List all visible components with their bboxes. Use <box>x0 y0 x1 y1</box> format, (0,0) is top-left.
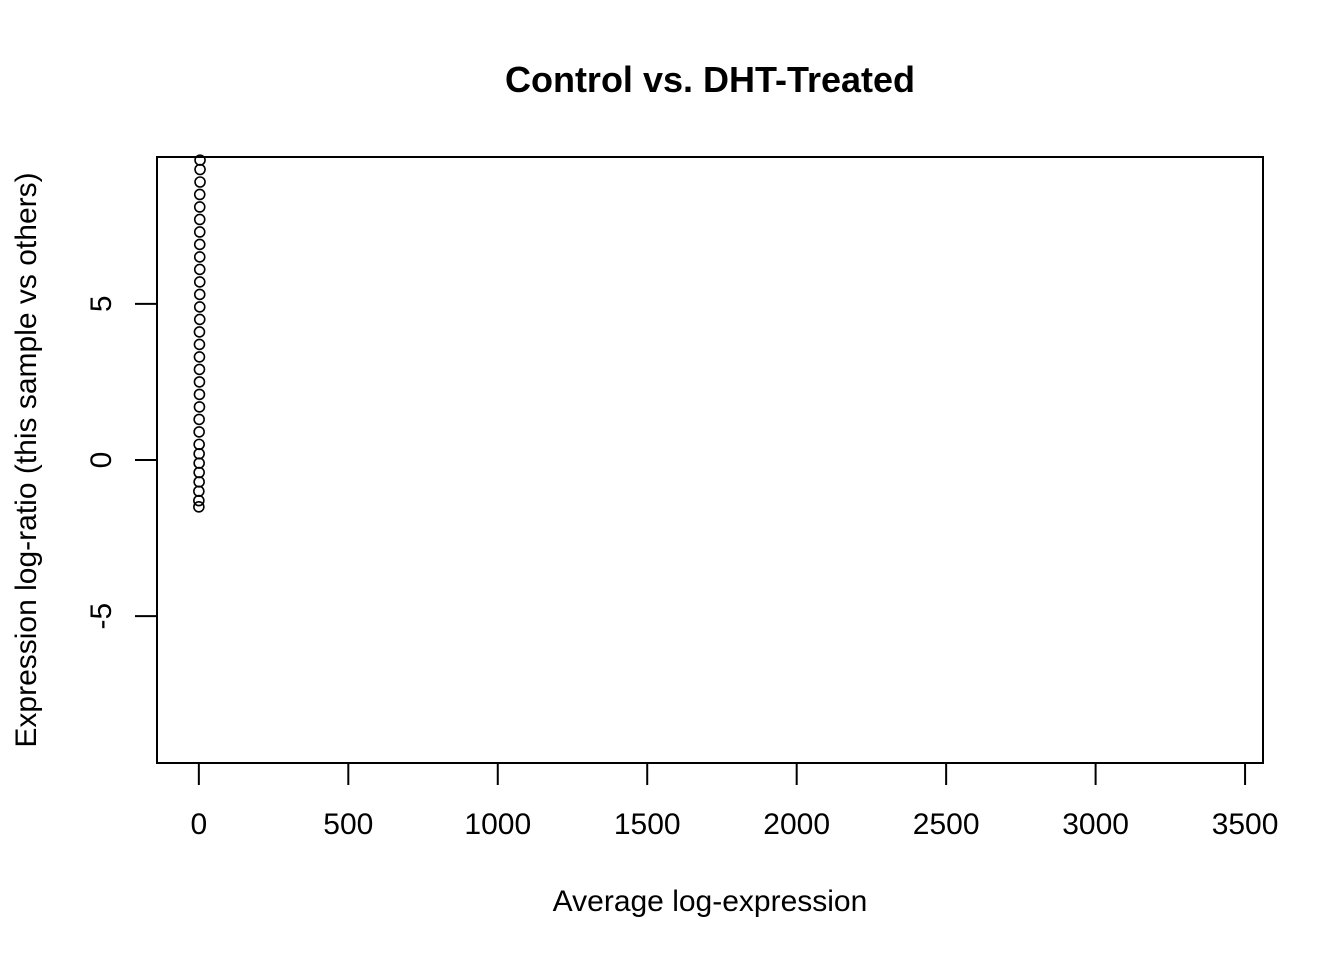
x-tick-label: 2000 <box>763 808 830 841</box>
plot-frame <box>156 156 1264 764</box>
data-point <box>193 276 206 288</box>
x-tick-label: 3500 <box>1212 808 1279 841</box>
x-tick-label: 3000 <box>1062 808 1129 841</box>
x-tick-label: 1000 <box>464 808 531 841</box>
data-point <box>193 251 206 263</box>
data-point <box>193 501 205 513</box>
data-point <box>193 351 206 363</box>
data-point <box>193 485 205 498</box>
x-tick-label: 0 <box>191 808 208 841</box>
data-point <box>193 401 206 413</box>
y-tick-label: -5 <box>85 603 118 630</box>
data-point <box>193 326 206 338</box>
data-point <box>193 376 206 388</box>
data-point <box>193 494 205 507</box>
data-point <box>193 288 206 301</box>
y-tick-label: 0 <box>85 452 118 469</box>
data-point <box>194 176 206 188</box>
y-axis: -5 0 5 <box>85 295 158 630</box>
data-point <box>193 447 205 460</box>
data-point <box>193 313 206 326</box>
data-point <box>193 338 206 351</box>
y-tick-label: 5 <box>85 295 118 312</box>
data-point <box>193 263 206 276</box>
data-point <box>193 466 205 479</box>
data-point <box>193 226 206 238</box>
chart-title: Control vs. DHT-Treated <box>505 59 915 100</box>
data-point <box>193 413 205 426</box>
x-axis-label: Average log-expression <box>553 885 868 918</box>
data-point <box>193 388 206 401</box>
x-tick-label: 2500 <box>913 808 980 841</box>
x-tick-label: 500 <box>323 808 373 841</box>
data-point <box>193 363 206 376</box>
data-point <box>193 301 206 313</box>
data-point <box>193 457 205 469</box>
data-point <box>194 154 206 166</box>
x-tick-label: 1500 <box>614 808 681 841</box>
data-point <box>193 476 205 488</box>
data-point <box>193 438 205 451</box>
data-point <box>193 426 205 438</box>
data-point <box>193 238 206 251</box>
data-point <box>194 163 206 176</box>
y-axis-label: Expression log-ratio (this sample vs oth… <box>10 172 43 747</box>
data-points <box>193 154 206 513</box>
x-axis: 0 500 1000 1500 2000 2500 3000 3500 <box>191 762 1279 841</box>
data-point <box>193 213 206 226</box>
data-point <box>193 188 206 201</box>
data-point <box>193 201 206 213</box>
